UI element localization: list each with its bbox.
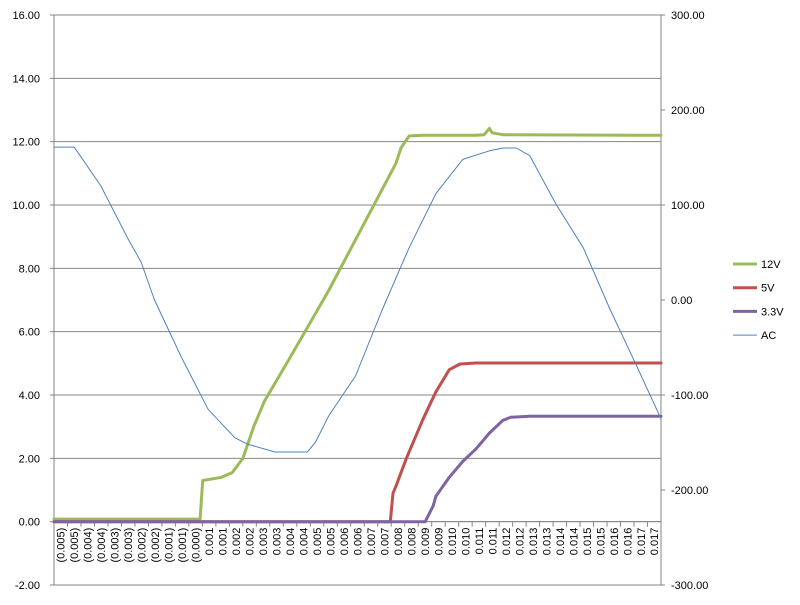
left-tick-label: 0.00 bbox=[19, 517, 40, 529]
left-tick-label: -2.00 bbox=[15, 580, 40, 592]
legend-label: 5V bbox=[761, 283, 775, 295]
x-tick-label: 0.001 bbox=[218, 528, 230, 556]
x-tick-label: 0.007 bbox=[366, 528, 378, 556]
left-tick-label: 14.00 bbox=[12, 73, 40, 85]
x-tick-label: 0.002 bbox=[245, 528, 257, 556]
x-tick-label: 0.015 bbox=[582, 528, 594, 556]
right-tick-label: 300.00 bbox=[671, 10, 705, 22]
series-line-ac bbox=[53, 146, 662, 453]
x-tick-label: (0.004) bbox=[96, 528, 108, 563]
x-tick-label: 0.016 bbox=[609, 528, 621, 556]
x-tick-label: 0.015 bbox=[595, 528, 607, 556]
legend-label: AC bbox=[761, 330, 776, 342]
x-tick-label: 0.010 bbox=[447, 528, 459, 556]
x-tick-label: (0.002) bbox=[150, 528, 162, 563]
left-tick-label: 8.00 bbox=[19, 263, 40, 275]
right-tick-label: 0.00 bbox=[671, 295, 692, 307]
x-tick-label: (0.005) bbox=[56, 528, 68, 563]
x-tick-label: (0.003) bbox=[123, 528, 135, 563]
left-y-axis: 16.00 14.00 12.00 10.00 8.00 6.00 4.00 2.00 0.00… bbox=[12, 10, 55, 592]
x-tick-label: (0.005) bbox=[69, 528, 81, 563]
x-tick-label: (0.004) bbox=[83, 528, 95, 563]
x-tick-label: 0.005 bbox=[326, 528, 338, 556]
series-layer bbox=[52, 126, 663, 524]
left-tick-label: 12.00 bbox=[12, 137, 40, 149]
x-tick-label: (0.003) bbox=[110, 528, 122, 563]
x-tick-label: 0.012 bbox=[501, 528, 513, 556]
x-tick-label: 0.014 bbox=[555, 528, 567, 556]
x-tick-label: (0.002) bbox=[137, 528, 149, 563]
x-tick-label: 0.007 bbox=[379, 528, 391, 556]
x-tick-label: 0.004 bbox=[285, 528, 297, 556]
x-tick-label: 0.006 bbox=[353, 528, 365, 556]
x-tick-label: 0.008 bbox=[406, 528, 418, 556]
x-tick-label: 0.006 bbox=[339, 528, 351, 556]
x-tick-label: 0.005 bbox=[312, 528, 324, 556]
x-tick-label: 0.013 bbox=[528, 528, 540, 556]
left-tick-label: 2.00 bbox=[19, 453, 40, 465]
series-line-5v bbox=[52, 361, 663, 524]
x-tick-label: (0.000) bbox=[191, 528, 203, 563]
legend-label: 3.3V bbox=[761, 306, 784, 318]
right-y-axis: 300.00 200.00 100.00 0.00 -100.00 -200.00 -300… bbox=[660, 10, 708, 592]
left-tick-label: 6.00 bbox=[19, 327, 40, 339]
right-tick-label: 100.00 bbox=[671, 200, 705, 212]
x-tick-label: 0.001 bbox=[204, 528, 216, 556]
x-tick-label: 0.011 bbox=[487, 528, 499, 555]
x-tick-label: (0.001) bbox=[164, 528, 176, 563]
left-tick-label: 4.00 bbox=[19, 390, 40, 402]
x-tick-label: 0.010 bbox=[460, 528, 472, 556]
x-tick-label: 0.003 bbox=[258, 528, 270, 556]
x-tick-label: 0.017 bbox=[636, 528, 648, 556]
left-tick-label: 10.00 bbox=[12, 200, 40, 212]
x-axis: (0.005) (0.005) (0.004) (0.004) (0.003) (0.00… bbox=[53, 521, 662, 563]
right-tick-label: 200.00 bbox=[671, 105, 705, 117]
x-tick-label: 0.008 bbox=[393, 528, 405, 556]
x-tick-label: 0.009 bbox=[433, 528, 445, 556]
series-line-3-3v bbox=[52, 414, 663, 524]
legend-label: 12V bbox=[761, 259, 781, 271]
series-line-12v bbox=[52, 126, 663, 521]
right-tick-label: -300.00 bbox=[671, 580, 708, 592]
left-tick-label: 16.00 bbox=[12, 10, 40, 22]
x-tick-label: 0.016 bbox=[622, 528, 634, 556]
x-tick-label: 0.017 bbox=[649, 528, 661, 556]
x-tick-label: 0.009 bbox=[420, 528, 432, 556]
right-tick-label: -100.00 bbox=[671, 390, 708, 402]
x-tick-label: 0.004 bbox=[299, 528, 311, 556]
x-tick-label: 0.002 bbox=[231, 528, 243, 556]
x-tick-label: 0.014 bbox=[568, 528, 580, 556]
x-tick-label: (0.001) bbox=[177, 528, 189, 563]
x-tick-label: 0.011 bbox=[474, 528, 486, 555]
x-tick-label: 0.013 bbox=[541, 528, 553, 556]
x-tick-label: 0.012 bbox=[514, 528, 526, 556]
legend: 12V 5V 3.3V AC bbox=[733, 259, 784, 342]
x-tick-label: 0.003 bbox=[272, 528, 284, 556]
right-tick-label: -200.00 bbox=[671, 485, 708, 497]
